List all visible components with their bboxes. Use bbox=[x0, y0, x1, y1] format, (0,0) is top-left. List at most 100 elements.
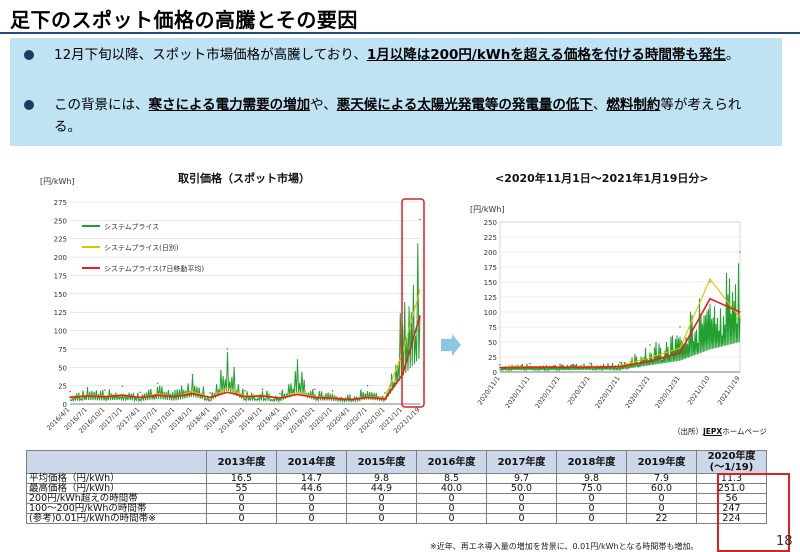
table-cell: 0 bbox=[206, 513, 277, 524]
daily-price-line bbox=[69, 289, 421, 401]
table-cell: 7.9 bbox=[626, 473, 697, 484]
table-cell: 9.7 bbox=[486, 473, 557, 484]
table-cell: 22 bbox=[626, 513, 697, 524]
table-cell: 0 bbox=[556, 493, 627, 504]
table-cell: 0 bbox=[556, 513, 627, 524]
table-cell: 44.6 bbox=[276, 483, 347, 494]
system-price-point bbox=[226, 348, 229, 350]
system-price-point bbox=[69, 390, 71, 393]
legend-label: システムプライス(7日移動平均) bbox=[104, 264, 204, 273]
table-cell: 0 bbox=[276, 513, 347, 524]
bullet-1: 12月下旬以降、スポット市場価格が高騰しており、1月以降は200円/kWhを超え… bbox=[24, 44, 766, 66]
moving-average-point bbox=[419, 315, 421, 317]
legend-label: システムプライス bbox=[104, 223, 159, 231]
system-price-point bbox=[349, 394, 351, 396]
moving-average-point bbox=[589, 366, 591, 368]
y-tick-label: 250 bbox=[54, 217, 67, 225]
system-price-point bbox=[86, 387, 89, 389]
daily-price-point bbox=[709, 278, 711, 280]
system-price-point bbox=[529, 362, 531, 365]
table-row: (参考)0.01円/kWhの時間帯※ 0 0 0 0 0 0 22 224 bbox=[26, 513, 767, 524]
emphasis-text: 1月以降は200円/kWhを超える価格を付ける時間帯も発生 bbox=[366, 47, 726, 63]
price-summary-table: 2013年度 2014年度 2015年度 2016年度 2017年度 2018年… bbox=[26, 450, 767, 524]
y-tick-label: 200 bbox=[54, 254, 67, 262]
x-tick-label: 2020/11/21 bbox=[534, 375, 562, 410]
table-row-label: (参考)0.01円/kWhの時間帯※ bbox=[26, 513, 207, 524]
moving-average-point bbox=[139, 396, 141, 399]
moving-average-point bbox=[739, 311, 741, 313]
left-price-chart: 02550751001251501752002252502752016/4/12… bbox=[45, 198, 425, 435]
table-cell: 0 bbox=[276, 503, 347, 514]
recent-period-highlight bbox=[401, 198, 425, 408]
table-cell: 0 bbox=[346, 513, 417, 524]
y-tick-label: 175 bbox=[54, 272, 67, 280]
moving-average-point bbox=[209, 396, 211, 399]
table-header-cell: 2017年度 bbox=[486, 450, 557, 474]
table-row-label: 100～200円/kWhの時間帯 bbox=[26, 503, 207, 514]
moving-average-point bbox=[331, 397, 334, 399]
system-price-point bbox=[244, 389, 246, 392]
moving-average-point bbox=[709, 298, 711, 300]
table-cell: 224 bbox=[696, 513, 767, 524]
moving-average-point bbox=[366, 396, 369, 399]
moving-average-point bbox=[296, 393, 299, 396]
table-cell: 9.8 bbox=[556, 473, 627, 484]
table-cell: 9.8 bbox=[346, 473, 417, 484]
system-price-point bbox=[649, 344, 651, 346]
y-tick-label: 250 bbox=[484, 219, 497, 227]
system-price-point bbox=[314, 388, 316, 391]
table-cell: 0 bbox=[416, 493, 487, 504]
moving-average-point bbox=[121, 394, 124, 396]
system-price-point bbox=[366, 384, 369, 387]
daily-price-point bbox=[649, 356, 651, 359]
table-cell: 0 bbox=[346, 493, 417, 504]
moving-average-point bbox=[649, 360, 651, 362]
system-price-point bbox=[279, 392, 281, 395]
system-price-point bbox=[209, 392, 211, 394]
table-row-label: 最高価格（円/kWh） bbox=[26, 483, 207, 494]
emphasis-text: 悪天候による太陽光発電等の発電量の低下 bbox=[336, 97, 593, 113]
y-tick-label: 225 bbox=[54, 236, 67, 244]
moving-average-point bbox=[529, 366, 531, 368]
y-tick-label: 275 bbox=[54, 199, 67, 207]
system-price-point bbox=[191, 373, 194, 376]
y-tick-label: 200 bbox=[484, 249, 497, 257]
y-tick-label: 0 bbox=[493, 369, 497, 377]
daily-price-point bbox=[679, 347, 681, 349]
table-cell: 0 bbox=[346, 503, 417, 514]
source-credit: （出所）JEPXホームページ bbox=[673, 427, 767, 436]
table-header-cell: 2013年度 bbox=[206, 450, 277, 474]
system-price-line bbox=[499, 263, 741, 372]
table-cell: 44.9 bbox=[346, 483, 417, 494]
system-price-point bbox=[156, 382, 159, 385]
moving-average-point bbox=[69, 396, 71, 399]
table-cell: 75.0 bbox=[556, 483, 627, 494]
moving-average-point bbox=[156, 394, 159, 396]
table-header-cell: 2015年度 bbox=[346, 450, 417, 474]
table-cell: 0 bbox=[486, 503, 557, 514]
table-cell: 0 bbox=[206, 503, 277, 514]
moving-average-point bbox=[191, 393, 194, 395]
x-tick-label: 2020/11/1 bbox=[476, 375, 502, 407]
daily-price-point bbox=[156, 393, 159, 395]
table-cell: 247 bbox=[696, 503, 767, 514]
daily-price-point bbox=[191, 390, 194, 393]
system-price-point bbox=[384, 392, 386, 394]
system-price-point bbox=[174, 389, 176, 392]
y-tick-label: 75 bbox=[58, 346, 67, 354]
table-cell: 0 bbox=[276, 493, 347, 504]
arrow-right-icon bbox=[441, 334, 461, 356]
page-number: 18 bbox=[776, 534, 793, 549]
system-price-point bbox=[139, 391, 141, 394]
table-cell: 16.5 bbox=[206, 473, 277, 484]
legend-label: システムプライス(日別) bbox=[104, 243, 179, 252]
table-row: 100～200円/kWhの時間帯 0 0 0 0 0 0 0 247 bbox=[26, 503, 767, 514]
system-price-point bbox=[296, 359, 299, 361]
system-price-line bbox=[69, 243, 421, 404]
table-cell: 40.0 bbox=[416, 483, 487, 494]
x-tick-label: 2020/11/11 bbox=[504, 375, 532, 410]
moving-average-point bbox=[679, 352, 681, 354]
y-tick-label: 125 bbox=[484, 294, 497, 302]
y-tick-label: 50 bbox=[488, 339, 497, 347]
